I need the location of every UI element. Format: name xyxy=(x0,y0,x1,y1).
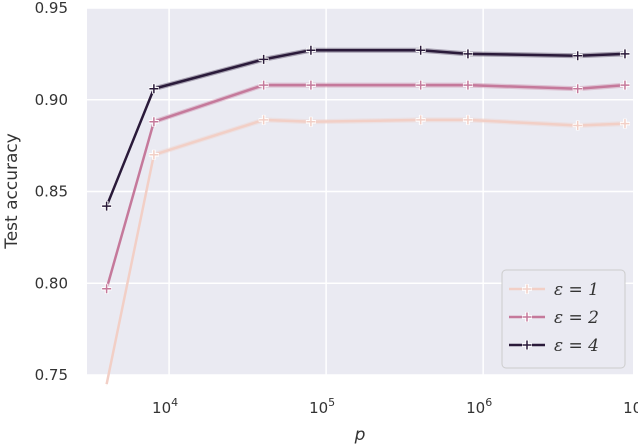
series-point xyxy=(259,54,269,64)
series-markers xyxy=(101,45,630,294)
series-line xyxy=(105,83,626,290)
x-tick-label: 107 xyxy=(623,396,638,417)
x-axis-label: p xyxy=(354,425,366,445)
series-point xyxy=(573,51,583,61)
series-point xyxy=(149,150,159,160)
series-point xyxy=(259,80,269,90)
series-point xyxy=(463,49,473,59)
series-point xyxy=(149,117,159,127)
series-lines xyxy=(105,48,626,385)
series-point xyxy=(259,115,269,125)
legend-box xyxy=(501,269,626,369)
legend-marker xyxy=(522,340,532,350)
series-point xyxy=(306,80,316,90)
series-point xyxy=(573,120,583,130)
series-point xyxy=(306,117,316,127)
legend-marker xyxy=(522,312,532,322)
legend-marker xyxy=(522,284,532,294)
series-point xyxy=(620,49,630,59)
series-point xyxy=(416,45,426,55)
x-tick-label: 106 xyxy=(466,396,492,417)
series-point xyxy=(463,115,473,125)
series-point xyxy=(463,80,473,90)
y-axis-label: Test accuracy xyxy=(2,133,22,250)
series-point xyxy=(306,45,316,55)
series-point xyxy=(416,115,426,125)
x-tick-label: 105 xyxy=(309,396,335,417)
y-tick-label: 0.95 xyxy=(35,0,68,17)
y-tick-label: 0.85 xyxy=(35,183,68,201)
x-tick-label: 104 xyxy=(152,396,178,417)
series-point xyxy=(620,119,630,129)
legend: ε = 1 ε = 2 ε = 4 xyxy=(501,269,626,369)
series-point xyxy=(102,201,112,211)
y-tick-label: 0.75 xyxy=(35,366,68,384)
x-tick-labels: 104 105 106 107 xyxy=(152,396,638,417)
series-point xyxy=(620,80,630,90)
y-tick-labels: 0.75 0.80 0.85 0.90 0.95 xyxy=(35,0,68,384)
y-tick-label: 0.90 xyxy=(35,91,68,109)
series-point xyxy=(102,284,112,294)
series-point xyxy=(573,84,583,94)
series-line xyxy=(105,48,626,207)
legend-label: ε = 1 xyxy=(554,280,599,300)
series-point xyxy=(416,80,426,90)
series-line xyxy=(105,118,626,385)
legend-label: ε = 2 xyxy=(554,308,599,328)
legend-label: ε = 4 xyxy=(554,336,599,356)
series-point xyxy=(149,84,159,94)
y-tick-label: 0.80 xyxy=(35,274,68,292)
grid-lines xyxy=(87,7,633,376)
